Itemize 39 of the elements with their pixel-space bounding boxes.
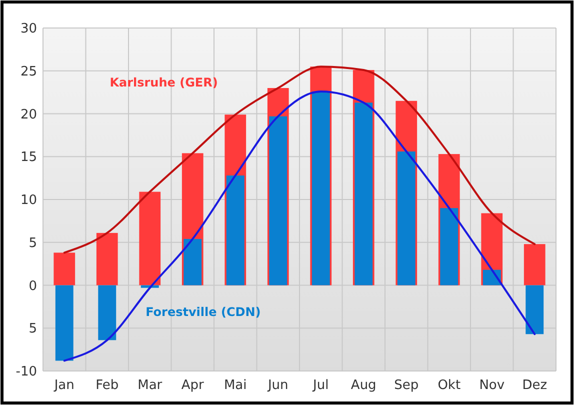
- x-tick-label: Aug: [350, 378, 376, 393]
- text: Karlsruhe (GER): [110, 75, 218, 90]
- y-tick-label: -10: [16, 364, 37, 380]
- y-tick-label: 20: [20, 107, 37, 122]
- x-tick-label: Okt: [438, 378, 461, 393]
- bar: [524, 244, 546, 286]
- x-tick-label: Nov: [479, 378, 505, 393]
- bar: [55, 285, 74, 361]
- bar: [440, 208, 458, 286]
- x-tick-label: Sep: [394, 378, 419, 393]
- bar: [526, 285, 544, 334]
- bar: [96, 232, 118, 286]
- x-tick-label: Jul: [312, 378, 329, 393]
- line-series: [63, 66, 536, 254]
- y-tick-label: 25: [20, 64, 37, 80]
- x-tick-label: Mai: [224, 378, 247, 393]
- y-tick-label: 5: [28, 322, 37, 337]
- bar: [98, 285, 116, 340]
- x-tick-label: Mar: [138, 378, 163, 393]
- x-tick-label: Feb: [96, 378, 119, 393]
- y-tick-label: 30: [20, 22, 37, 37]
- x-tick-label: Apr: [181, 378, 205, 393]
- x-tick-label: Jan: [53, 378, 74, 393]
- bar: [354, 102, 373, 286]
- bar: [226, 175, 244, 286]
- y-tick-label: 0: [28, 278, 37, 294]
- series-label: Forestville (CDN): [146, 305, 261, 320]
- bar: [54, 252, 76, 286]
- bar: [312, 91, 330, 286]
- bar: [269, 116, 288, 286]
- line-series: [63, 90, 536, 362]
- x-tick-label: Dez: [522, 378, 548, 393]
- x-tick-label: Jun: [266, 378, 288, 393]
- bar: [139, 192, 161, 286]
- y-tick-label: 15: [20, 150, 37, 166]
- y-tick-label: 5: [28, 236, 37, 251]
- bar: [397, 151, 416, 286]
- y-tick-label: 10: [20, 193, 37, 208]
- bar: [184, 238, 202, 286]
